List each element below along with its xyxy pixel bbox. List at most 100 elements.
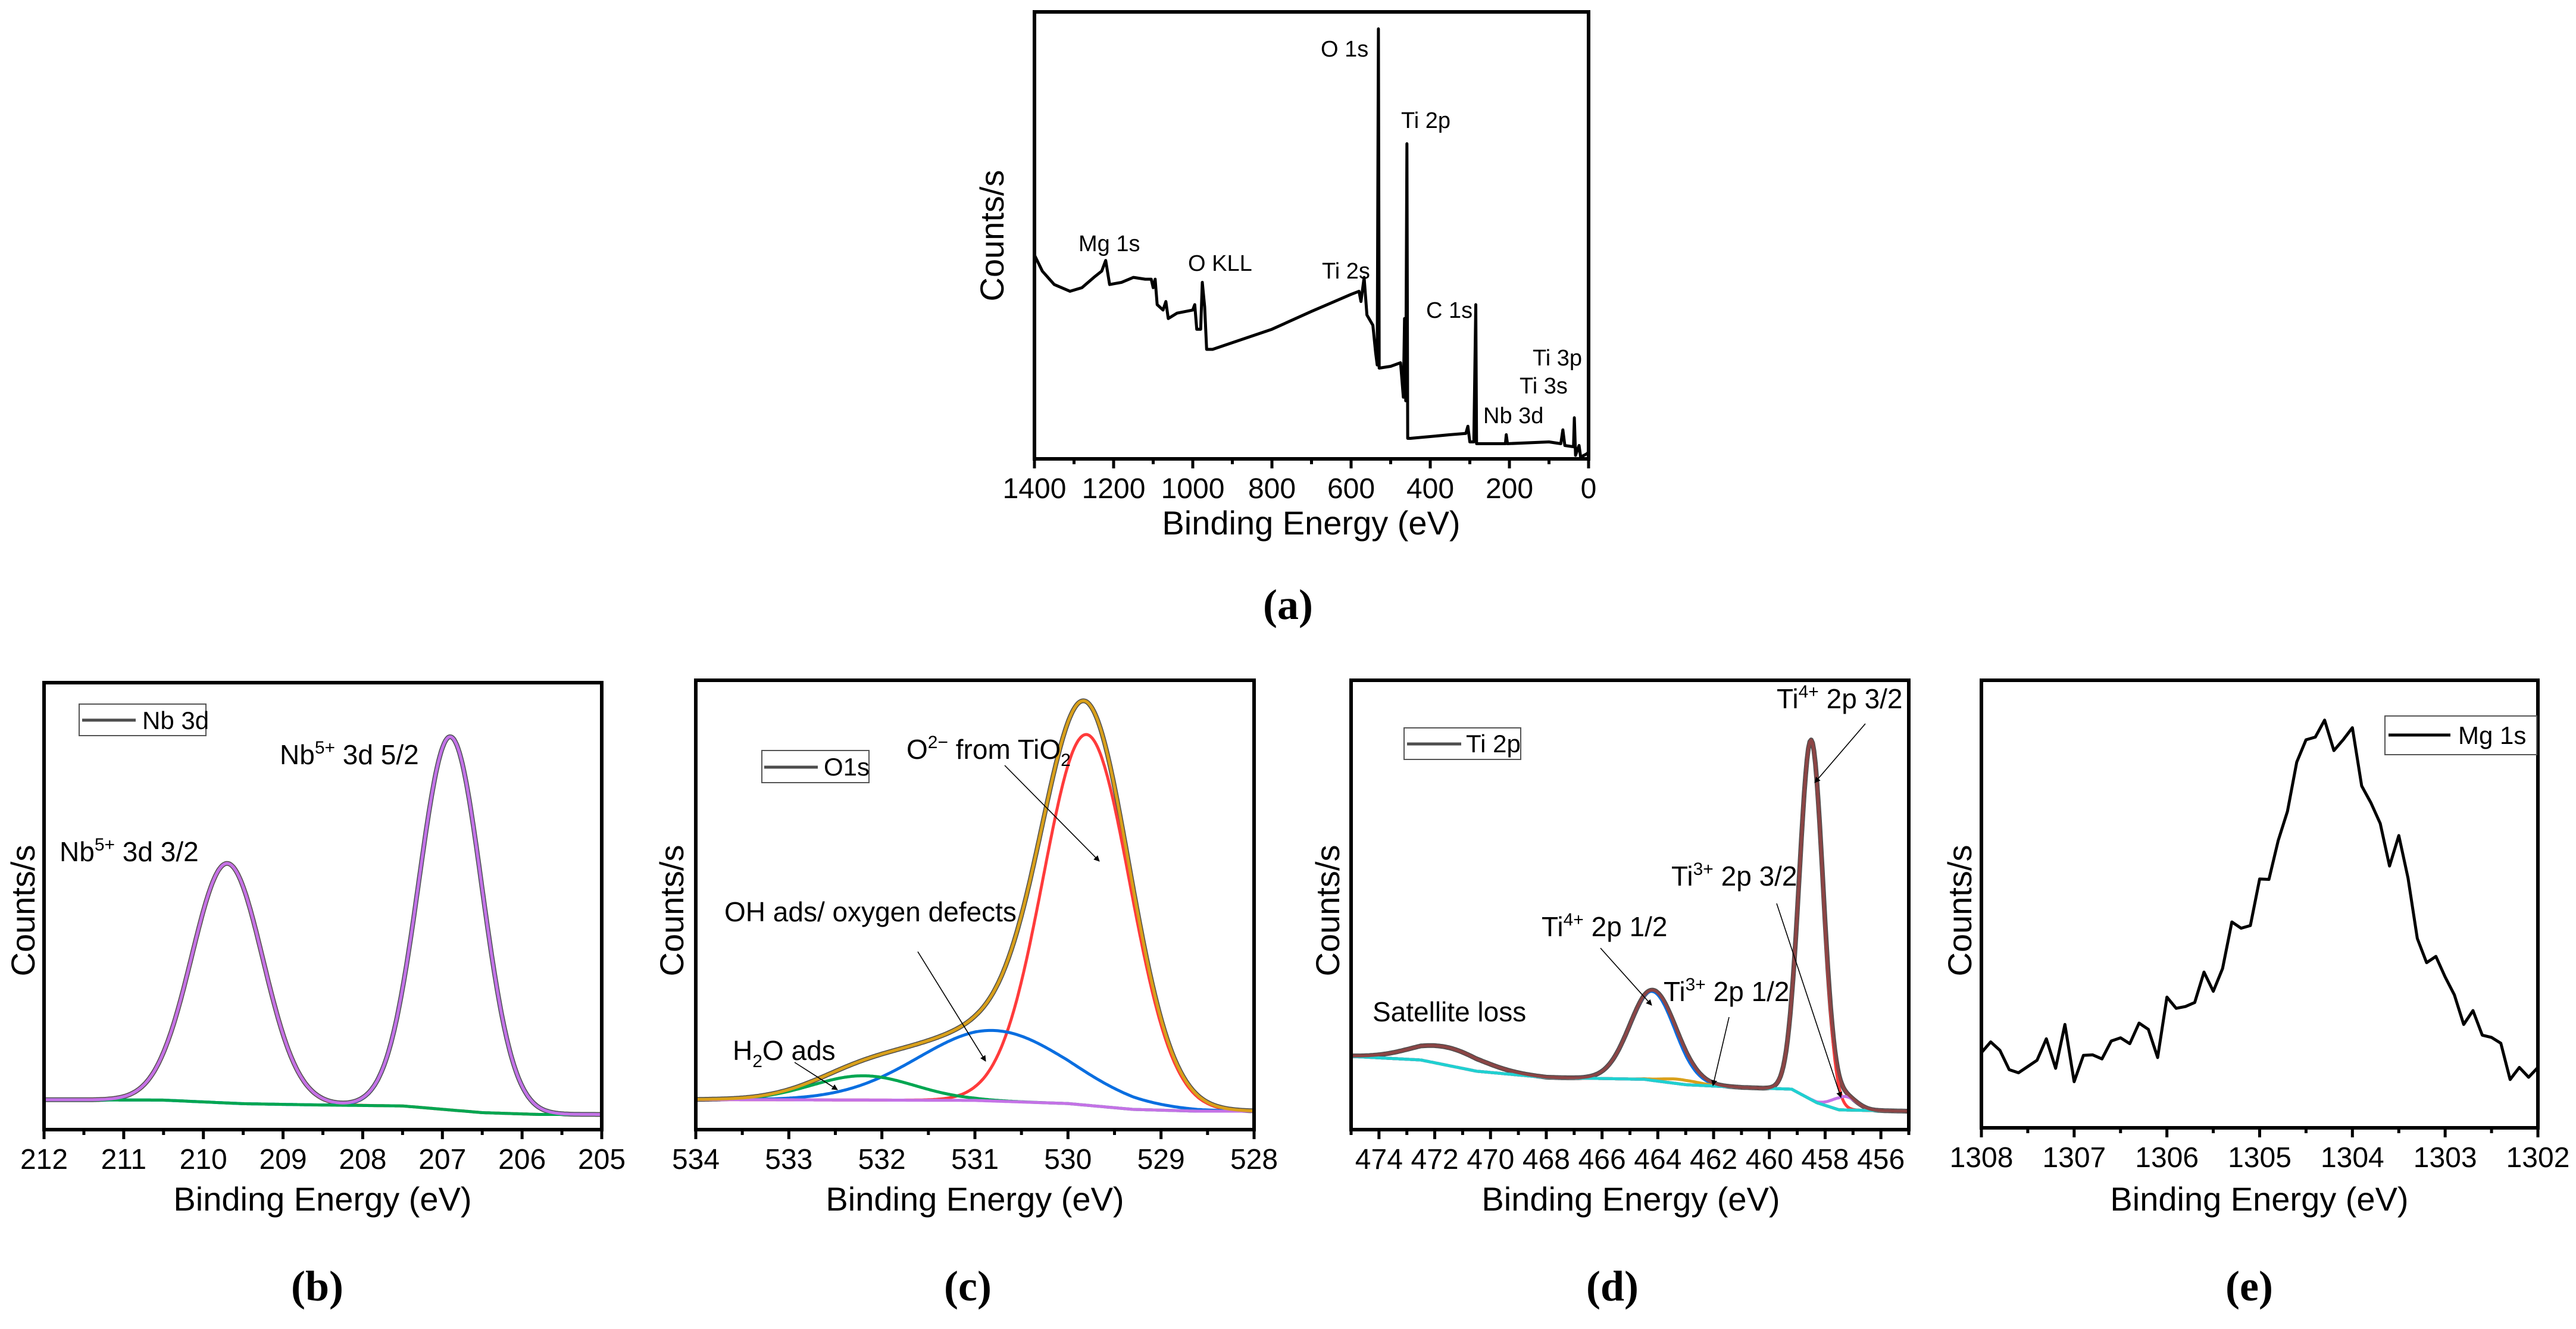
experimental-data-line xyxy=(44,734,602,1117)
annotation-ti3-2p12: Ti3+ 2p 1/2 xyxy=(1664,975,1790,1007)
annotation-arrow xyxy=(1600,948,1652,1006)
panel-c-o1s: 534 533 532 531 530 529 528 Binding Energy (eV… xyxy=(653,678,1278,1310)
fit-component-line xyxy=(44,735,602,1116)
x-tick-label: 528 xyxy=(1230,1144,1278,1175)
data-series-line xyxy=(1034,27,1589,459)
legend-label: O1s xyxy=(824,753,870,781)
annotation-oh-ads: OH ads/ oxygen defects xyxy=(724,896,1017,927)
x-axis-title: Binding Energy (eV) xyxy=(826,1180,1124,1218)
annotation-ti4-2p12: Ti4+ 2p 1/2 xyxy=(1542,910,1668,942)
y-axis-title: Counts/s xyxy=(4,845,42,977)
annotation-ti4-2p32: Ti4+ 2p 3/2 xyxy=(1777,682,1903,714)
x-tick-label: 0 xyxy=(1581,473,1597,505)
x-tick-label: 1000 xyxy=(1161,473,1225,505)
x-tick-label: 534 xyxy=(672,1144,720,1175)
background-line xyxy=(696,1097,1254,1113)
annotation-o1s: O 1s xyxy=(1321,37,1368,62)
x-tick-label: 1200 xyxy=(1082,473,1146,505)
x-tick-label: 530 xyxy=(1044,1144,1092,1175)
x-tick-label: 1303 xyxy=(2414,1142,2477,1174)
background-line xyxy=(1351,1055,1909,1113)
x-tick-label: 1305 xyxy=(2228,1142,2291,1174)
annotation-arrow xyxy=(1776,903,1842,1098)
y-axis-title: Counts/s xyxy=(1941,845,1978,977)
x-tick-label: 1306 xyxy=(2135,1142,2199,1174)
x-tick-label: 533 xyxy=(765,1144,812,1175)
legend-label: Ti 2p xyxy=(1466,730,1521,758)
annotation-ti2p: Ti 2p xyxy=(1401,108,1450,133)
x-tick-label: 1400 xyxy=(1003,473,1067,505)
x-tick-label: 1307 xyxy=(2042,1142,2106,1174)
x-axis-title: Binding Energy (eV) xyxy=(1481,1180,1780,1218)
x-tick-label: 1304 xyxy=(2321,1142,2384,1174)
panel-label-e: (e) xyxy=(2225,1262,2273,1310)
panel-e-mg1s: 1308 1307 1306 1305 1304 1303 1302 Binding Ene… xyxy=(1941,678,2570,1310)
legend-label: Nb 3d xyxy=(142,706,209,734)
annotation-arrow xyxy=(794,1062,838,1090)
x-tick-label: 458 xyxy=(1801,1144,1849,1175)
panel-label-d: (d) xyxy=(1586,1262,1639,1310)
annotation-arrow xyxy=(1814,723,1866,783)
annotation-o2-from-tio2: O2− from TiO2 xyxy=(906,733,1071,770)
x-axis-title: Binding Energy (eV) xyxy=(173,1180,471,1218)
annotation-ti3p: Ti 3p xyxy=(1533,346,1582,371)
annotation-okll: O KLL xyxy=(1188,251,1252,276)
x-tick-label: 208 xyxy=(339,1144,386,1175)
annotation-ti2s: Ti 2s xyxy=(1322,259,1370,284)
annotation-h2o-ads: H2O ads xyxy=(733,1035,836,1071)
x-tick-label: 462 xyxy=(1690,1144,1737,1175)
data-series-line xyxy=(1981,718,2538,1083)
y-axis-title: Counts/s xyxy=(653,845,690,977)
x-tick-label: 470 xyxy=(1467,1144,1514,1175)
panel-b-nb3d: 212 211 210 209 208 207 206 205 Binding Energy … xyxy=(4,681,626,1310)
annotation-nb5-3d52: Nb5+ 3d 5/2 xyxy=(280,738,419,770)
x-tick-label: 1302 xyxy=(2506,1142,2570,1174)
x-axis-title: Binding Energy (eV) xyxy=(1162,504,1460,542)
panel-label-b: (b) xyxy=(291,1262,343,1310)
x-tick-label: 464 xyxy=(1634,1144,1681,1175)
x-tick-label: 206 xyxy=(498,1144,546,1175)
fit-envelope-line xyxy=(696,699,1254,1112)
annotation-nb5-3d32: Nb5+ 3d 3/2 xyxy=(60,835,199,867)
x-tick-label: 472 xyxy=(1411,1144,1459,1175)
x-tick-label: 209 xyxy=(260,1144,307,1175)
background-line xyxy=(44,1098,602,1116)
x-tick-label: 800 xyxy=(1248,473,1296,505)
panel-label-c: (c) xyxy=(944,1262,992,1310)
fit-envelope-line xyxy=(1351,738,1909,1113)
legend: Ti 2p xyxy=(1403,727,1521,760)
legend: Nb 3d xyxy=(79,703,209,736)
annotation-arrow xyxy=(1711,1017,1730,1086)
x-tick-label: 460 xyxy=(1746,1144,1793,1175)
x-tick-label: 474 xyxy=(1355,1144,1403,1175)
annotation-satellite-loss: Satellite loss xyxy=(1373,996,1526,1027)
x-tick-label: 211 xyxy=(101,1144,147,1175)
annotation-ti3-2p32: Ti3+ 2p 3/2 xyxy=(1671,859,1797,892)
legend-label: Mg 1s xyxy=(2458,721,2526,749)
legend: O1s xyxy=(761,750,870,783)
x-tick-label: 205 xyxy=(578,1144,626,1175)
fit-envelope-line xyxy=(44,735,602,1116)
annotation-arrow xyxy=(1004,765,1100,862)
x-tick-label: 207 xyxy=(418,1144,466,1175)
x-tick-label: 468 xyxy=(1523,1144,1570,1175)
x-tick-label: 456 xyxy=(1857,1144,1905,1175)
panel-a-survey: 1400 1200 1000 800 600 400 200 0 Binding Energy… xyxy=(973,10,1597,628)
x-tick-label: 200 xyxy=(1486,473,1533,505)
annotation-mg1s: Mg 1s xyxy=(1078,232,1140,257)
x-tick-label: 400 xyxy=(1406,473,1454,505)
x-tick-label: 529 xyxy=(1137,1144,1185,1175)
x-tick-label: 1308 xyxy=(1950,1142,2014,1174)
panel-label-a: (a) xyxy=(1263,581,1313,628)
annotation-ti3s: Ti 3s xyxy=(1520,374,1568,399)
fit-component-line xyxy=(1351,1055,1909,1113)
legend: Mg 1s xyxy=(2384,715,2537,755)
x-tick-label: 531 xyxy=(951,1144,999,1175)
x-tick-label: 600 xyxy=(1327,473,1375,505)
x-tick-label: 532 xyxy=(858,1144,906,1175)
fit-component-line xyxy=(696,1028,1254,1113)
y-axis-title: Counts/s xyxy=(973,170,1011,302)
panel-d-ti2p: 474 472 470 468 466 464 462 460 458 456 Binding E… xyxy=(1309,678,1911,1310)
x-tick-label: 210 xyxy=(180,1144,227,1175)
